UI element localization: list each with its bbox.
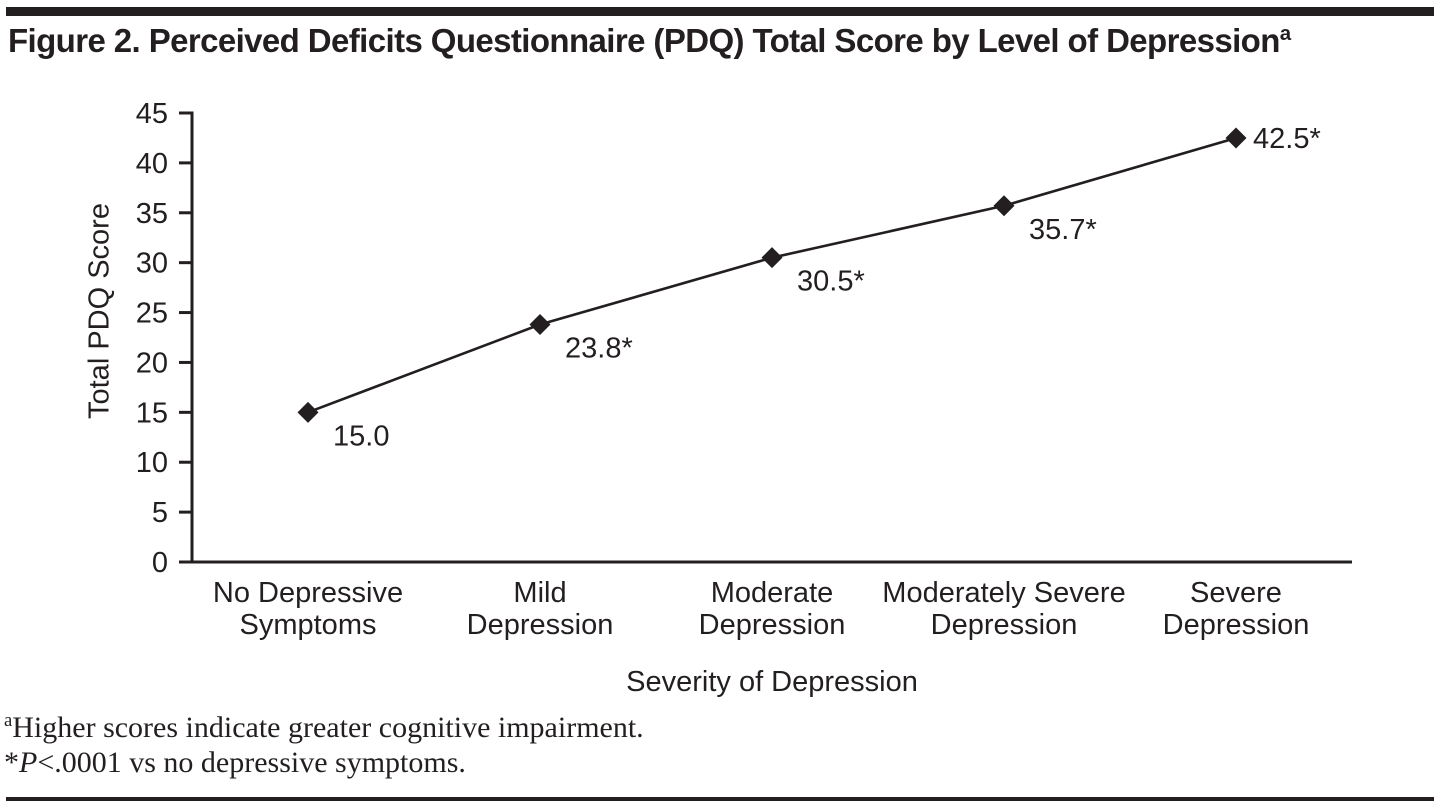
figure-title: Figure 2. Perceived Deficits Questionnai… [8,22,1291,60]
x-axis-title: Severity of Depression [626,666,918,698]
y-tick-label: 40 [136,148,168,180]
data-point-label: 35.7* [1029,214,1097,246]
y-tick-label: 0 [152,547,168,579]
y-tick-label: 20 [136,347,168,379]
footnote-a: aHigher scores indicate greater cognitiv… [4,710,644,745]
y-tick-label: 25 [136,298,168,330]
figure-title-superscript: a [1279,22,1291,45]
data-point-marker [297,401,319,423]
footnote-significance-text: <.0001 vs no depressive symptoms. [37,746,466,779]
footnote-significance-asterisk: * [4,746,19,779]
footnote-a-text: Higher scores indicate greater cognitive… [12,711,644,744]
y-tick-label: 30 [136,248,168,280]
data-point-label: 23.8* [565,333,633,365]
x-category-label: No Depressive Symptoms [213,577,403,641]
figure-title-text: Figure 2. Perceived Deficits Questionnai… [8,22,1280,59]
x-category-label: Moderately Severe Depression [882,577,1125,641]
data-point-marker [1225,127,1247,149]
y-tick-label: 15 [136,397,168,429]
x-category-label: Mild Depression [467,577,614,641]
data-point-label: 30.5* [797,266,865,298]
footnote-a-superscript: a [4,710,13,731]
footnotes: aHigher scores indicate greater cognitiv… [4,710,644,780]
y-tick-label: 35 [136,198,168,230]
footnote-significance: *P<.0001 vs no depressive symptoms. [4,745,644,780]
y-axis-title: Total PDQ Score [83,203,116,419]
data-point-marker [529,314,551,336]
y-tick-label: 10 [136,447,168,479]
data-point-label: 15.0 [333,420,389,452]
top-rule [6,7,1434,16]
data-point-marker [993,195,1015,217]
data-point-marker [761,247,783,269]
series-line [307,136,1237,414]
y-tick-label: 45 [136,98,168,130]
x-category-label: Moderate Depression [699,577,846,641]
data-point-label: 42.5* [1253,123,1321,155]
footnote-significance-p: P [19,746,38,779]
bottom-rule [6,797,1434,801]
y-tick-label: 5 [152,497,168,529]
x-category-label: Severe Depression [1163,577,1310,641]
